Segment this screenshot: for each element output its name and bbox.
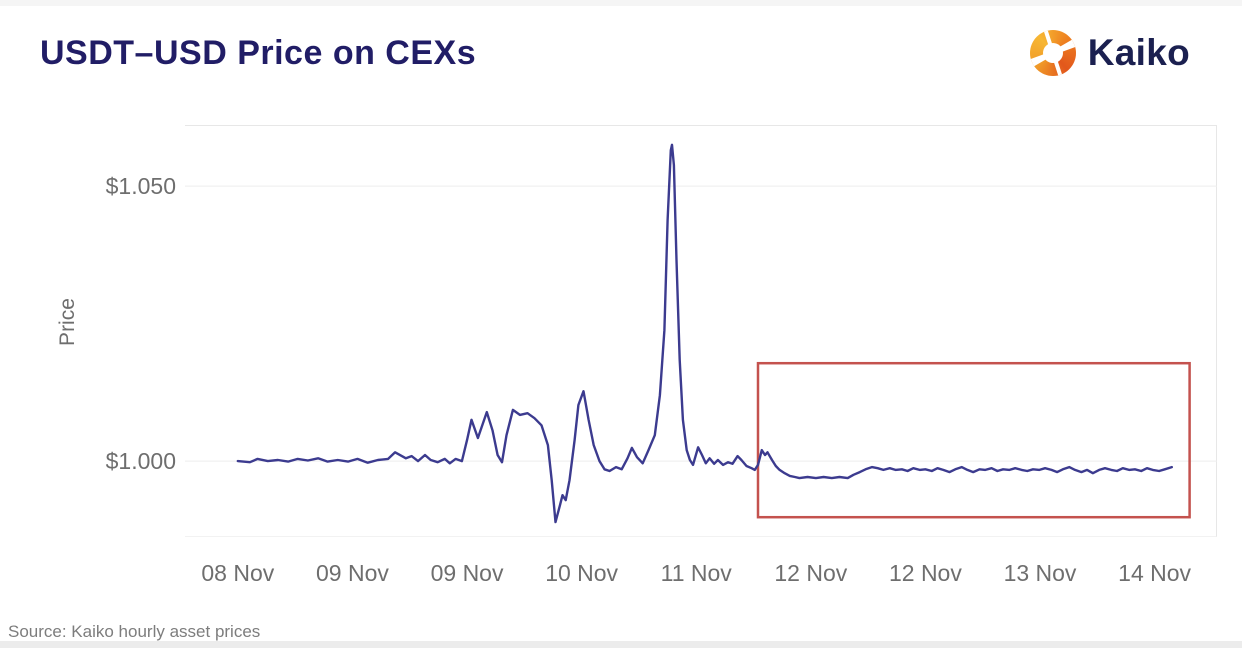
top-edge-strip	[0, 0, 1242, 6]
source-note: Source: Kaiko hourly asset prices	[8, 622, 261, 641]
x-tick-label: 09 Nov	[430, 560, 504, 586]
y-tick-label: $1.000	[105, 448, 176, 475]
price-line	[236, 143, 1173, 524]
x-tick-label: 12 Nov	[774, 560, 848, 586]
x-tick-label: 09 Nov	[315, 560, 389, 586]
y-tick-label: $1.050	[105, 173, 176, 200]
kaiko-logo: Kaiko	[1029, 30, 1190, 76]
bottom-edge-strip	[0, 641, 1242, 648]
x-tick-label: 11 Nov	[660, 560, 732, 586]
y-axis-title: Price	[56, 298, 79, 346]
x-tick-label: 10 Nov	[545, 560, 619, 586]
x-tick-label: 13 Nov	[1003, 560, 1077, 586]
x-tick-label: 12 Nov	[888, 560, 962, 586]
page-title: USDT–USD Price on CEXs	[40, 34, 477, 72]
kaiko-swirl-icon	[1029, 30, 1076, 76]
kaiko-wordmark: Kaiko	[1087, 32, 1190, 73]
x-tick-label: 08 Nov	[201, 560, 275, 586]
plot-frame	[185, 125, 1217, 537]
highlight-box	[756, 361, 1191, 519]
x-tick-label: 14 Nov	[1118, 560, 1192, 586]
price-line-chart	[185, 143, 1217, 524]
